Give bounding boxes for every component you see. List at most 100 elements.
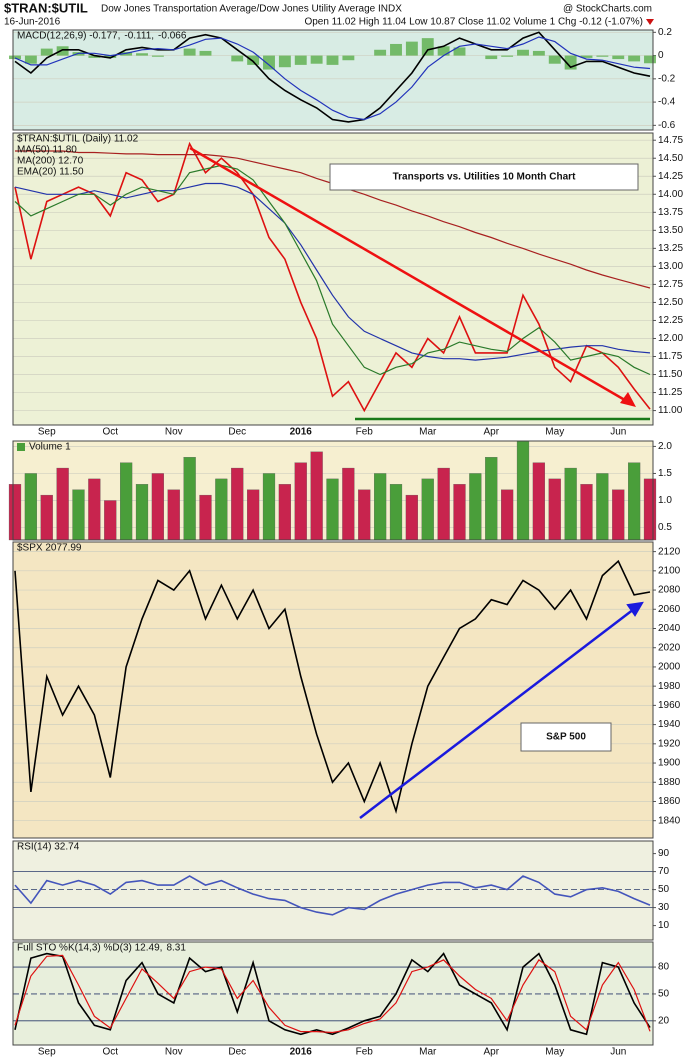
legend-entry: 8.31 xyxy=(166,943,186,954)
x-tick-label: Jun xyxy=(610,427,626,438)
histogram-bar xyxy=(421,38,434,56)
panel-background xyxy=(13,841,653,940)
panel-border xyxy=(12,132,654,426)
volume-bar xyxy=(342,467,355,541)
y-tick-label: 50 xyxy=(658,884,670,895)
legend-entry: RSI(14) 32.74 xyxy=(17,842,80,853)
series-line xyxy=(14,141,651,413)
x-tick-label: Nov xyxy=(165,1047,183,1058)
series-line xyxy=(14,559,651,815)
y-tick-label: 2120 xyxy=(658,546,681,557)
histogram-bar xyxy=(326,55,339,65)
y-tick-label: 14.25 xyxy=(658,171,683,182)
volume-bar xyxy=(421,478,434,541)
volume-bar xyxy=(199,494,212,541)
volume-bar xyxy=(596,473,609,541)
y-tick-label: 12.00 xyxy=(658,333,683,344)
histogram-bar xyxy=(644,55,656,64)
histogram-bar xyxy=(517,49,529,56)
trend-arrow xyxy=(189,146,631,405)
series-line xyxy=(14,954,651,1034)
volume-bar xyxy=(72,489,85,541)
legend-entry: $TRAN:$UTIL (Daily) 11.02 xyxy=(17,134,139,145)
volume-bar xyxy=(580,484,593,541)
legend-entry: EMA(20) 11.50 xyxy=(17,167,84,178)
legend-entry: -0.066 xyxy=(158,31,187,42)
y-tick-label: 12.50 xyxy=(658,297,683,308)
x-tick-label: Mar xyxy=(419,427,437,438)
volume-bar xyxy=(310,451,323,541)
y-tick-label: 0.2 xyxy=(658,27,672,38)
y-tick-label: 1980 xyxy=(658,681,681,692)
histogram-bar xyxy=(580,55,593,58)
x-tick-label: 2016 xyxy=(290,1047,313,1058)
y-tick-label: -0.6 xyxy=(658,120,676,131)
y-tick-label: 2080 xyxy=(658,585,681,596)
y-tick-label: 11.50 xyxy=(658,369,683,380)
volume-bar xyxy=(167,489,180,541)
panel-background xyxy=(13,30,653,130)
source: @ StockCharts.com xyxy=(563,4,652,15)
x-tick-label: Apr xyxy=(483,1047,499,1058)
histogram-bar xyxy=(40,48,53,56)
panel-background xyxy=(13,942,653,1045)
y-tick-label: 80 xyxy=(658,962,670,973)
y-tick-label: 13.50 xyxy=(658,225,683,236)
volume-bar xyxy=(231,467,244,541)
y-tick-label: 1920 xyxy=(658,738,681,749)
x-tick-label: Jun xyxy=(610,1047,626,1058)
histogram-bar xyxy=(104,55,117,58)
volume-bar xyxy=(120,462,133,541)
y-tick-label: 1860 xyxy=(658,796,681,807)
y-tick-label: 12.75 xyxy=(658,279,683,290)
legend-icon xyxy=(17,443,25,451)
y-tick-label: 13.25 xyxy=(658,243,683,254)
histogram-bar xyxy=(136,53,148,56)
y-tick-label: 2100 xyxy=(658,565,681,576)
histogram-bar xyxy=(612,55,625,60)
series-line xyxy=(14,164,651,376)
y-tick-label: 2040 xyxy=(658,623,681,634)
drawings xyxy=(189,146,650,819)
y-tick-label: 50 xyxy=(658,989,670,1000)
histogram-bar xyxy=(183,48,196,56)
x-tick-label: Apr xyxy=(483,427,499,438)
histogram-bar xyxy=(532,50,545,56)
y-tick-label: 11.25 xyxy=(658,387,683,398)
histogram-bar xyxy=(437,46,450,56)
y-tick-label: 2.0 xyxy=(658,441,672,452)
x-tick-label: Mar xyxy=(419,1047,437,1058)
x-tick-label: May xyxy=(545,427,564,438)
histogram-bar xyxy=(9,55,21,60)
volume-bar xyxy=(643,478,657,541)
volume-bar xyxy=(40,494,53,541)
y-tick-label: 11.00 xyxy=(658,405,683,416)
volume-bar xyxy=(56,467,69,541)
y-tick-label: 20 xyxy=(658,1015,670,1026)
x-tick-label: Sep xyxy=(38,427,56,438)
x-tick-label: Nov xyxy=(165,427,183,438)
symbol: $TRAN:$UTIL xyxy=(4,0,88,15)
histogram-bar xyxy=(548,55,561,64)
histogram-bar xyxy=(199,50,212,56)
volume-bar xyxy=(104,500,117,541)
histogram-bar xyxy=(501,55,514,57)
y-tick-label: 1900 xyxy=(658,758,681,769)
volume-bar xyxy=(532,462,545,541)
volume-bar xyxy=(501,489,514,541)
histogram-bar xyxy=(485,55,498,60)
y-tick-label: 1960 xyxy=(658,700,681,711)
panels: 0.2 0 -0.2 -0.4 -0.6 MACD(12,26,9) -0.177, -0.… xyxy=(8,27,683,1058)
panel-border xyxy=(12,440,654,541)
y-tick-label: 1.5 xyxy=(658,468,672,479)
legend-entry: Volume 1 xyxy=(29,442,71,453)
volume-bar xyxy=(374,473,387,541)
histogram-bar xyxy=(342,55,355,61)
y-tick-label: 2060 xyxy=(658,604,681,615)
legend-entry: $SPX 2077.99 xyxy=(17,543,82,554)
y-tick-label: 1940 xyxy=(658,719,681,730)
y-tick-label: 11.75 xyxy=(658,351,683,362)
panel-border xyxy=(12,29,654,131)
x-tick-label: Feb xyxy=(356,427,374,438)
